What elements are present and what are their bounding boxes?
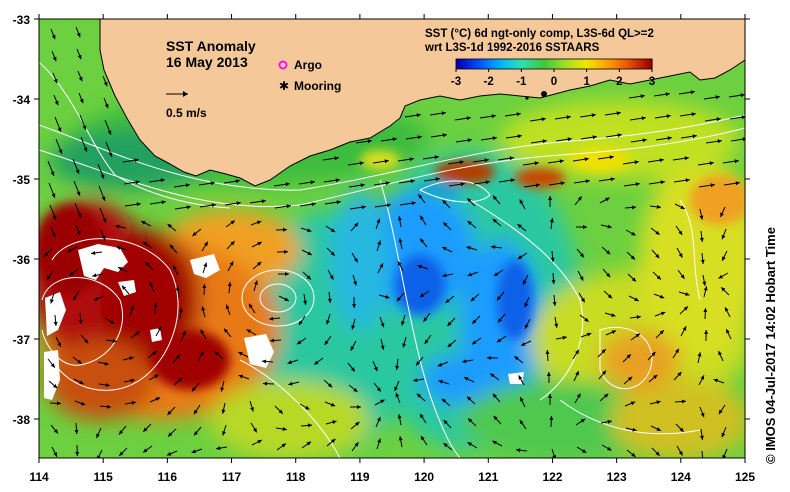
lat-tick-label: -36	[13, 253, 31, 267]
latitude-axis: -33-34-35-36-37-38	[13, 13, 750, 427]
lat-tick-label: -35	[13, 173, 31, 187]
lon-tick-label: 125	[735, 470, 755, 484]
argo-marker-icon	[278, 60, 288, 70]
lon-tick-label: 119	[350, 470, 370, 484]
map-title: SST Anomaly	[166, 38, 256, 54]
lon-tick-label: 116	[158, 470, 178, 484]
vector-scale-label: 0.5 m/s	[166, 106, 207, 120]
map-legend: SST Anomaly 16 May 2013 Argo ✱ Mooring 0…	[166, 38, 341, 120]
lon-tick-label: 118	[286, 470, 306, 484]
plot-frame	[38, 18, 746, 459]
colorbar: SST (°C) 6d ngt-only comp, L3S-6d QL>=2 …	[424, 28, 655, 88]
current-vectors	[43, 26, 745, 458]
mooring-legend-item: ✱ Mooring	[279, 79, 341, 93]
mooring-marker-icon: ✱	[279, 79, 289, 93]
colorbar-title-line1: SST (°C) 6d ngt-only comp, L3S-6d QL>=2	[425, 28, 654, 40]
argo-legend-item: Argo	[278, 58, 322, 72]
colorbar-tick-label: 2	[616, 76, 622, 88]
lon-tick-label: 124	[671, 470, 691, 484]
lat-tick-label: -33	[13, 13, 31, 27]
lat-tick-label: -37	[13, 333, 31, 347]
scale-arrow-icon	[183, 91, 188, 97]
lon-tick-label: 122	[542, 470, 562, 484]
map-date: 16 May 2013	[166, 54, 248, 70]
colorbar-tick-label: 0	[551, 76, 557, 88]
lat-tick-label: -34	[13, 93, 31, 107]
longitude-axis: 114 115 116 117 118 119 120 121 122 123 124 125	[29, 14, 755, 484]
lon-tick-label: 117	[222, 470, 242, 484]
argo-label: Argo	[294, 58, 322, 72]
colorbar-gradient	[456, 59, 653, 69]
colorbar-tick-label: 1	[583, 76, 590, 88]
lon-tick-label: 120	[414, 470, 434, 484]
colorbar-tick-label: -3	[451, 76, 461, 88]
colorbar-tick-label: -2	[484, 76, 494, 88]
colorbar-tick-label: -1	[516, 76, 527, 88]
lat-tick-label: -38	[13, 413, 31, 427]
lon-tick-label: 115	[94, 470, 114, 484]
lon-tick-label: 114	[29, 470, 49, 484]
mooring-markers	[525, 91, 547, 100]
velocity-contours	[39, 61, 745, 458]
vector-scale: 0.5 m/s	[166, 91, 207, 120]
lon-tick-label: 123	[607, 470, 627, 484]
colorbar-title-line2: wrt L3S-1d 1992-2016 SSTAARS	[424, 42, 600, 54]
mooring-label: Mooring	[294, 79, 341, 93]
credit-text: © IMOS 04-Jul-2017 14:02 Hobart Time	[763, 227, 778, 464]
lon-tick-label: 121	[478, 470, 498, 484]
map-plot-area	[39, 19, 745, 458]
colorbar-ticks: -3 -2 -1 0 1 2 3	[451, 69, 655, 88]
colorbar-tick-label: 3	[649, 76, 655, 88]
